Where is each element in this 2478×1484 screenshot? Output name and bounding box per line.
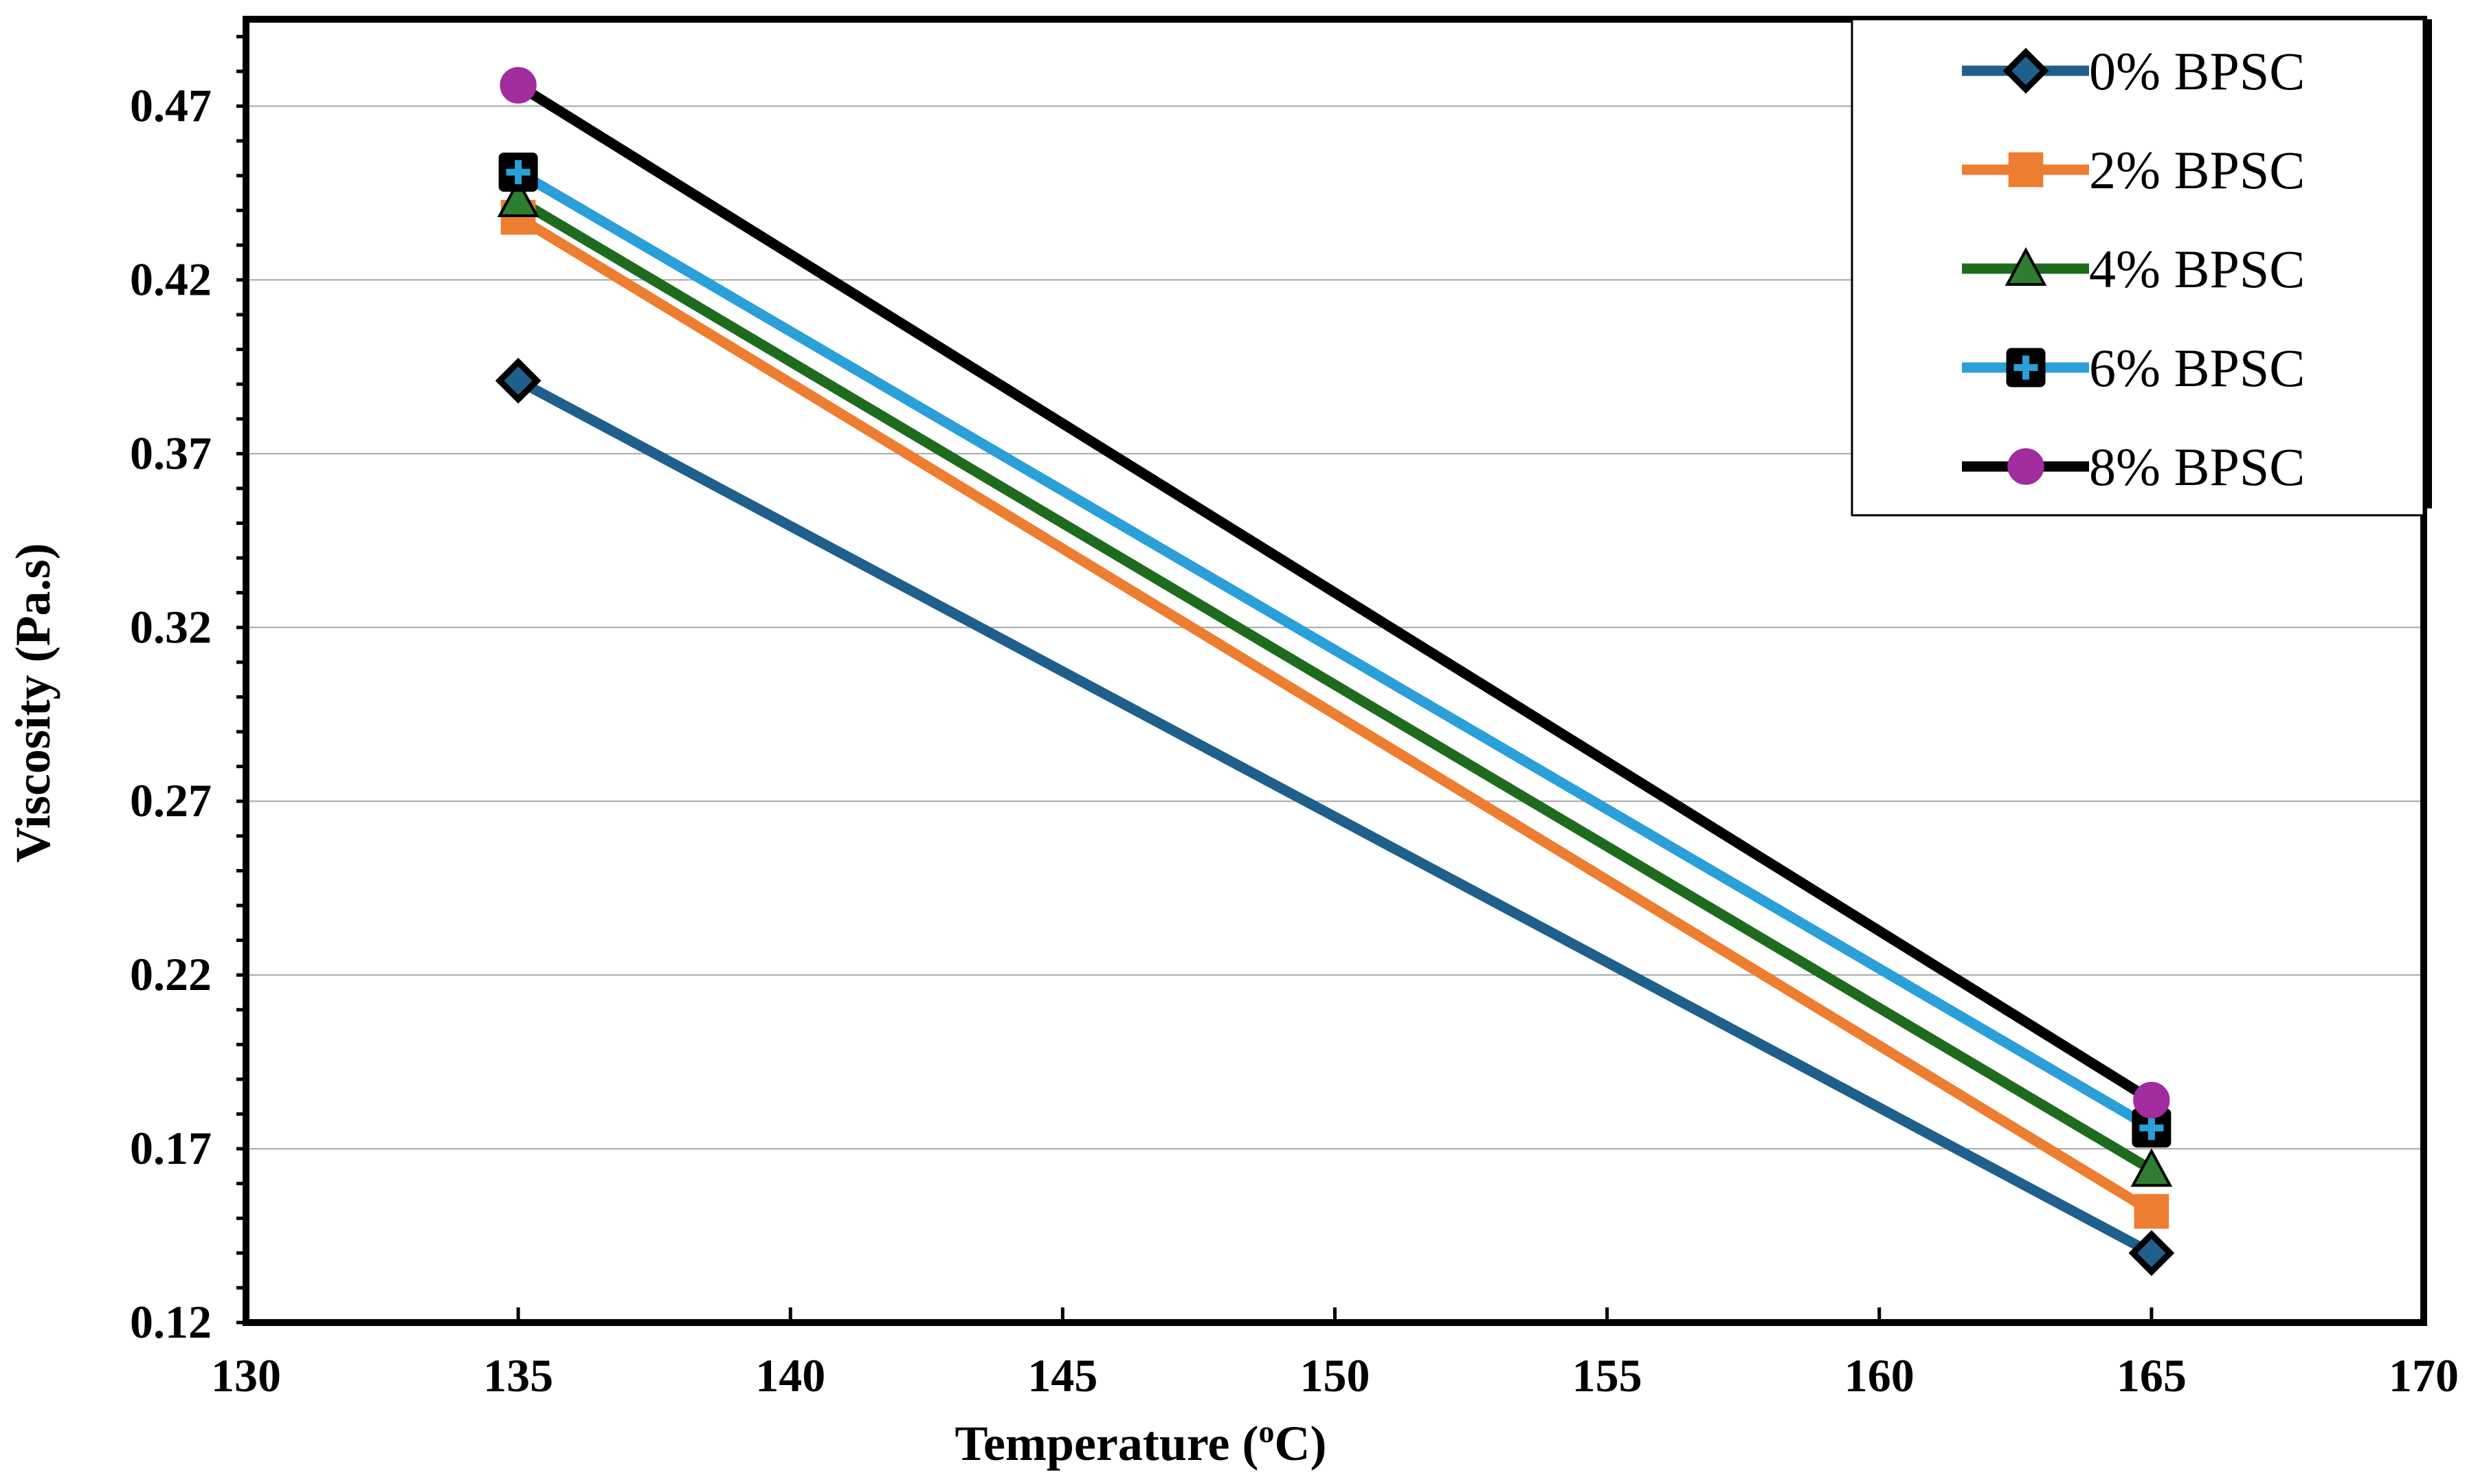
series-markers-0 bbox=[495, 357, 2175, 1277]
legend-item-4: 8% BPSC bbox=[1962, 437, 2305, 497]
legend-item-0: 0% BPSC bbox=[1962, 41, 2305, 101]
legend-label-0: 0% BPSC bbox=[2089, 41, 2305, 101]
axes: 0.12 0.17 0.22 0.27 0.32 0.37 0.42 0.47 130 135 14… bbox=[130, 16, 2459, 1402]
y-tick-label: 0.27 bbox=[130, 774, 212, 827]
data-point-0-1 bbox=[2128, 1230, 2175, 1277]
series-line-4 bbox=[515, 80, 2154, 1105]
legend-item-1: 2% BPSC bbox=[1962, 140, 2305, 200]
legend-marker-2 bbox=[2005, 247, 2047, 286]
data-point-3-0 bbox=[498, 153, 538, 192]
data-point-4-1 bbox=[2133, 1081, 2170, 1118]
x-tick-label: 140 bbox=[755, 1349, 825, 1402]
data-point-3-1 bbox=[2132, 1108, 2172, 1148]
legend: 0% BPSC 2% BPSC 4% BPSC 6% BPSC 8% BPSC bbox=[1851, 18, 2432, 517]
y-tick-label: 0.12 bbox=[130, 1296, 212, 1348]
x-tick-label: 145 bbox=[1027, 1349, 1097, 1402]
series-line-0 bbox=[515, 376, 2154, 1258]
series-line-1 bbox=[515, 212, 2154, 1216]
x-tick-label: 155 bbox=[1572, 1349, 1642, 1402]
legend-item-3: 6% BPSC bbox=[1962, 338, 2305, 398]
series-2 bbox=[515, 195, 2154, 1174]
series-markers-3 bbox=[498, 153, 2172, 1148]
data-point-2-0 bbox=[497, 178, 539, 218]
x-tick-label: 170 bbox=[2389, 1349, 2459, 1402]
y-tick-label: 0.32 bbox=[130, 600, 212, 653]
x-axis-title: Temperature (oC) bbox=[955, 1414, 1327, 1471]
data-point-1-1 bbox=[2134, 1193, 2169, 1229]
legend-marker-4 bbox=[2007, 448, 2044, 485]
legend-label-3: 6% BPSC bbox=[2089, 338, 2305, 398]
data-point-2-1 bbox=[2130, 1148, 2173, 1187]
x-axis-title-superscript: o bbox=[1258, 1414, 1274, 1449]
x-axis-title-suffix: C) bbox=[1274, 1416, 1326, 1471]
series-markers-2 bbox=[497, 178, 2173, 1187]
legend-label-4: 8% BPSC bbox=[2089, 437, 2305, 497]
data-point-0-0 bbox=[495, 357, 542, 404]
x-tick-label: 130 bbox=[211, 1349, 281, 1402]
legend-label-2: 4% BPSC bbox=[2089, 239, 2305, 299]
data-series bbox=[495, 67, 2175, 1277]
legend-label-1: 2% BPSC bbox=[2089, 140, 2305, 200]
legend-box bbox=[1851, 18, 2425, 517]
y-tick-label: 0.22 bbox=[130, 948, 212, 1000]
gridlines bbox=[246, 105, 2424, 1150]
legend-marker-1 bbox=[2008, 152, 2044, 188]
series-line-2 bbox=[515, 195, 2154, 1174]
series-markers-4 bbox=[500, 67, 2170, 1118]
y-axis-title: Viscosity (Pa.s) bbox=[5, 543, 60, 862]
series-4 bbox=[515, 80, 2154, 1105]
series-1 bbox=[515, 212, 2154, 1216]
y-tick-label: 0.47 bbox=[130, 79, 212, 131]
y-tick-label: 0.17 bbox=[130, 1122, 212, 1174]
x-axis-title-main: Temperature ( bbox=[955, 1416, 1259, 1471]
x-tick-label: 135 bbox=[483, 1349, 553, 1402]
data-point-4-0 bbox=[500, 67, 537, 104]
x-tick-label: 150 bbox=[1300, 1349, 1370, 1402]
series-0 bbox=[515, 376, 2154, 1258]
series-line-3 bbox=[515, 168, 2154, 1133]
x-tick-label: 160 bbox=[1844, 1349, 1915, 1402]
legend-marker-3 bbox=[2006, 348, 2046, 387]
y-tick-label: 0.42 bbox=[130, 253, 212, 305]
legend-marker-0 bbox=[2002, 47, 2049, 94]
x-tick-label: 165 bbox=[2117, 1349, 2187, 1402]
series-3 bbox=[515, 168, 2154, 1133]
legend-item-2: 4% BPSC bbox=[1962, 239, 2305, 299]
y-tick-label: 0.37 bbox=[130, 427, 212, 479]
